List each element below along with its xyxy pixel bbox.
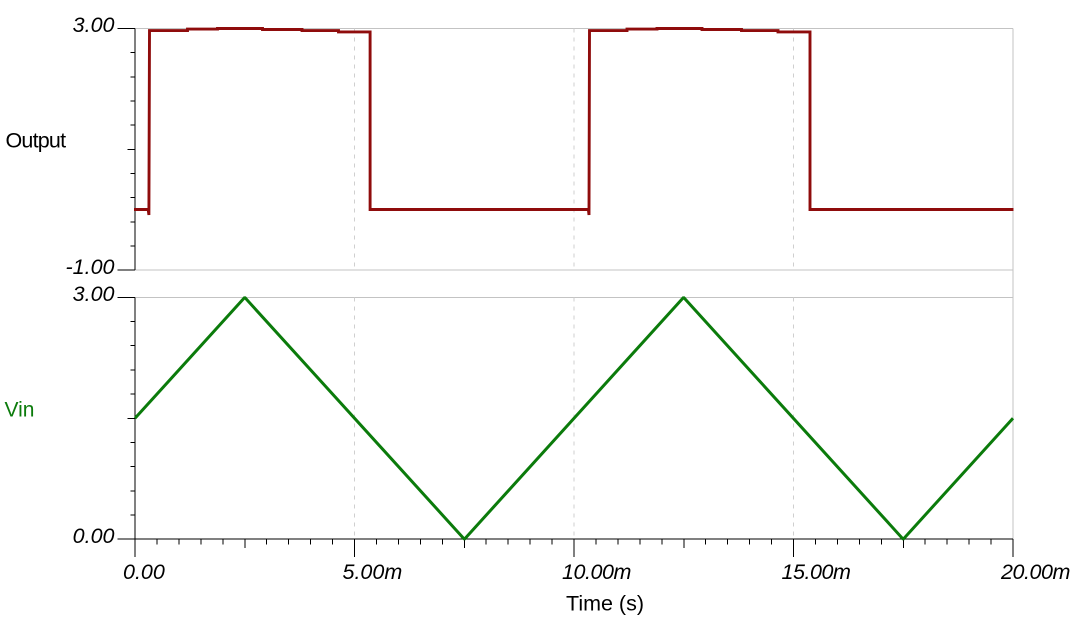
svg-text:Time (s): Time (s) [566,591,644,615]
svg-text:15.00m: 15.00m [782,560,851,584]
svg-text:0.00: 0.00 [123,560,165,584]
svg-text:Output: Output [6,129,67,153]
svg-text:0.00: 0.00 [73,524,115,548]
svg-text:3.00: 3.00 [73,13,115,37]
svg-text:Vin: Vin [5,399,35,422]
svg-text:10.00m: 10.00m [562,560,631,584]
svg-text:5.00m: 5.00m [343,560,403,584]
svg-text:3.00: 3.00 [73,282,115,306]
svg-text:20.00m: 20.00m [1000,560,1070,584]
svg-text:-1.00: -1.00 [65,255,114,279]
